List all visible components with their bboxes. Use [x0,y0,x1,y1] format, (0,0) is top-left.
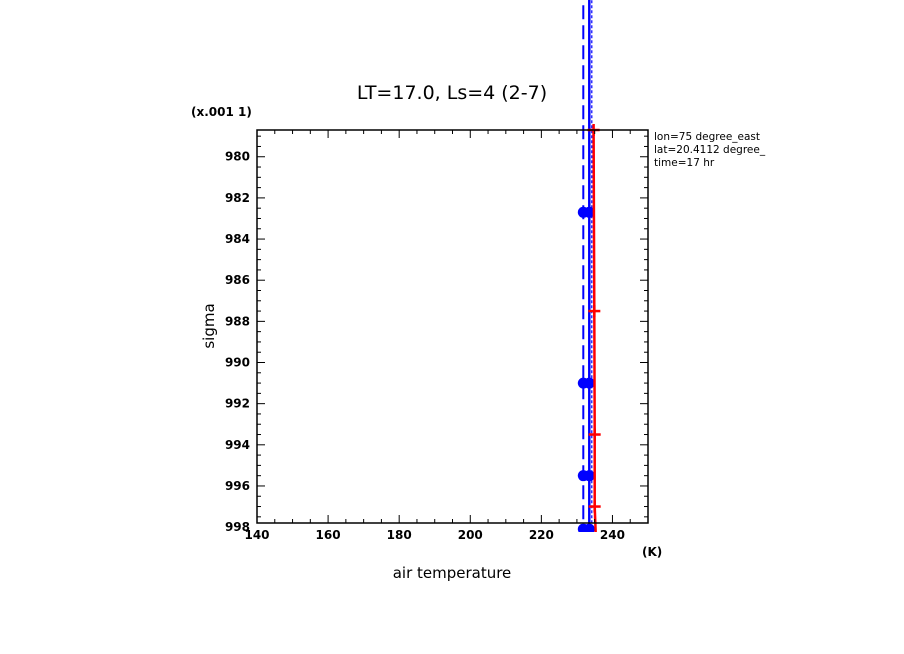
x-axis-label: air temperature [393,564,512,582]
x-tick-label: 240 [600,528,625,542]
series-1-point [577,523,589,532]
x-tick-label: 200 [458,528,483,542]
ticks-layer: 140 160 180 200 220 240 980 982 984 986 988 990 992 9… [225,130,649,542]
series-1-point [577,470,589,482]
series-1-point [577,377,589,389]
info-line-0: lon=75 degree_east [654,131,760,143]
x-tick-label: 160 [316,528,341,542]
info-line-1: lat=20.4112 degree_ [654,144,766,156]
y-tick-label: 982 [225,191,250,205]
series-3-point [588,500,601,513]
x-tick-label: 220 [529,528,554,542]
y-tick-label: 988 [225,314,250,328]
y-axis-label: sigma [200,303,218,348]
chart-title: LT=17.0, Ls=4 (2-7) [357,82,547,104]
y-tick-label: 986 [225,273,250,287]
plot-layer [577,0,601,532]
y-tick-label: 984 [225,232,250,246]
y-tick-label: 994 [225,438,250,452]
x-unit-label: (K) [642,545,662,559]
y-tick-label: 998 [225,520,250,534]
y-tick-label: 992 [225,397,250,411]
y-tick-label: 990 [225,356,250,370]
series-3-line [592,129,597,532]
series-1-point [577,206,589,218]
y-scale-label: (x.001 1) [191,105,252,119]
series-3-point [588,428,601,441]
y-tick-label: 980 [225,150,250,164]
x-tick-label: 180 [387,528,412,542]
x-tick-label: 140 [244,528,269,542]
info-line-2: time=17 hr [654,157,715,169]
series-3-point [588,305,601,318]
y-tick-label: 996 [225,479,250,493]
